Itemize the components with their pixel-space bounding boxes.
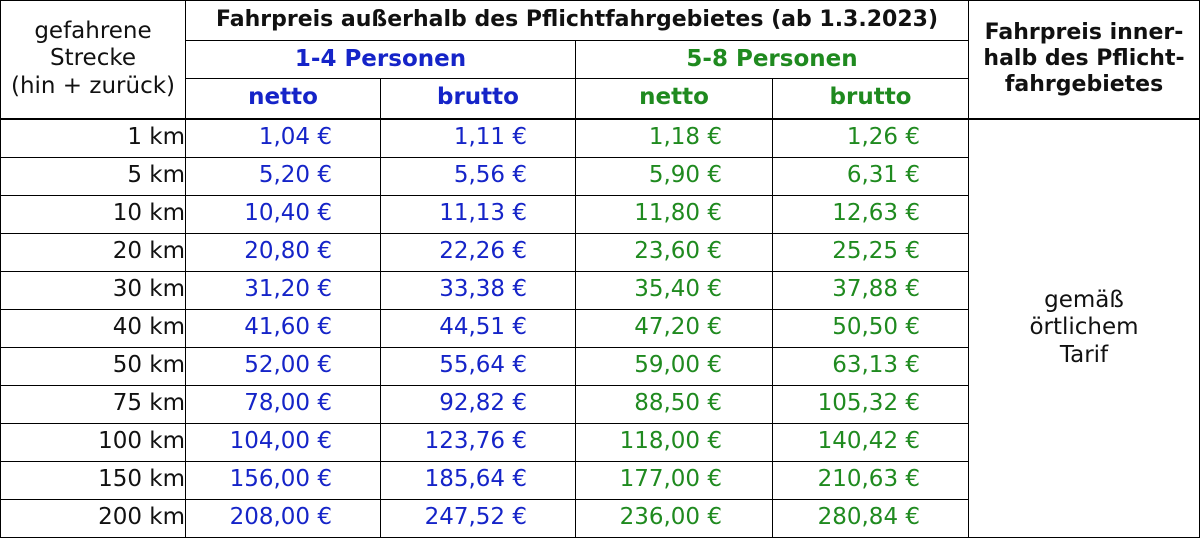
table-row: 100 km 104,00 €123,76 €118,00 €140,42 € bbox=[0, 422, 1200, 462]
netto-1-4-cell: 208,00 € bbox=[185, 498, 381, 538]
netto-1-4-cell: 1,04 € bbox=[185, 118, 381, 158]
inside-zone-tariff: gemäß örtlichem Tarif bbox=[968, 118, 1200, 538]
netto-5-8-cell: 5,90 € bbox=[575, 156, 773, 196]
distance-cell: 5 km bbox=[0, 156, 186, 196]
group-1-4-header: 1-4 Personen bbox=[185, 40, 576, 79]
brutto-5-8-cell: 63,13 € bbox=[771, 346, 970, 386]
netto-1-4-cell: 5,20 € bbox=[185, 156, 381, 196]
brutto-5-8-cell: 210,63 € bbox=[771, 460, 970, 500]
distance-cell: 20 km bbox=[0, 232, 186, 272]
netto-1-4-cell: 104,00 € bbox=[185, 422, 381, 462]
brutto-5-8-cell: 25,25 € bbox=[771, 232, 970, 272]
brutto-5-8-cell: 12,63 € bbox=[771, 194, 970, 234]
netto-1-4-cell: 156,00 € bbox=[185, 460, 381, 500]
brutto-5-8-cell: 6,31 € bbox=[771, 156, 970, 196]
netto-1-4-cell: 31,20 € bbox=[185, 270, 381, 310]
netto-1-4-cell: 10,40 € bbox=[185, 194, 381, 234]
netto-5-8-cell: 1,18 € bbox=[575, 118, 773, 158]
distance-header: gefahrene Strecke (hin + zurück) bbox=[0, 0, 186, 119]
netto-5-8-cell: 23,60 € bbox=[575, 232, 773, 272]
brutto-5-8-cell: 280,84 € bbox=[771, 498, 970, 538]
brutto-5-8-cell: 37,88 € bbox=[771, 270, 970, 310]
netto-header-1: netto bbox=[185, 78, 381, 119]
distance-cell: 40 km bbox=[0, 308, 186, 348]
brutto-1-4-cell: 44,51 € bbox=[380, 308, 576, 348]
brutto-1-4-cell: 123,76 € bbox=[380, 422, 576, 462]
brutto-1-4-cell: 55,64 € bbox=[380, 346, 576, 386]
table-row: 150 km 156,00 €185,64 €177,00 €210,63 € bbox=[0, 460, 1200, 500]
distance-cell: 10 km bbox=[0, 194, 186, 234]
brutto-1-4-cell: 11,13 € bbox=[380, 194, 576, 234]
netto-1-4-cell: 41,60 € bbox=[185, 308, 381, 348]
brutto-1-4-cell: 5,56 € bbox=[380, 156, 576, 196]
netto-5-8-cell: 236,00 € bbox=[575, 498, 773, 538]
brutto-header-1: brutto bbox=[380, 78, 576, 119]
inside-zone-header: Fahrpreis inner- halb des Pflicht- fahrg… bbox=[968, 0, 1200, 119]
netto-5-8-cell: 47,20 € bbox=[575, 308, 773, 348]
distance-cell: 100 km bbox=[0, 422, 186, 462]
group-5-8-header: 5-8 Personen bbox=[574, 40, 970, 79]
brutto-1-4-cell: 247,52 € bbox=[380, 498, 576, 538]
brutto-5-8-cell: 105,32 € bbox=[771, 384, 970, 424]
brutto-5-8-cell: 50,50 € bbox=[771, 308, 970, 348]
netto-5-8-cell: 118,00 € bbox=[575, 422, 773, 462]
table-row: 30 km 31,20 €33,38 €35,40 €37,88 € bbox=[0, 270, 1200, 310]
distance-cell: 1 km bbox=[0, 118, 186, 158]
netto-1-4-cell: 52,00 € bbox=[185, 346, 381, 386]
brutto-1-4-cell: 33,38 € bbox=[380, 270, 576, 310]
table-row: 20 km 20,80 €22,26 €23,60 €25,25 € bbox=[0, 232, 1200, 272]
brutto-1-4-cell: 1,11 € bbox=[380, 118, 576, 158]
netto-5-8-cell: 177,00 € bbox=[575, 460, 773, 500]
netto-5-8-cell: 88,50 € bbox=[575, 384, 773, 424]
brutto-5-8-cell: 1,26 € bbox=[771, 118, 970, 158]
brutto-header-2: brutto bbox=[771, 78, 970, 119]
netto-1-4-cell: 20,80 € bbox=[185, 232, 381, 272]
netto-5-8-cell: 11,80 € bbox=[575, 194, 773, 234]
distance-cell: 30 km bbox=[0, 270, 186, 310]
brutto-5-8-cell: 140,42 € bbox=[771, 422, 970, 462]
table-row: 40 km 41,60 €44,51 €47,20 €50,50 € bbox=[0, 308, 1200, 348]
brutto-1-4-cell: 185,64 € bbox=[380, 460, 576, 500]
brutto-1-4-cell: 92,82 € bbox=[380, 384, 576, 424]
netto-1-4-cell: 78,00 € bbox=[185, 384, 381, 424]
distance-cell: 150 km bbox=[0, 460, 186, 500]
table-row: 1 km 1,04 €1,11 €1,18 €1,26 € gemäß örtlic… bbox=[0, 118, 1200, 538]
brutto-1-4-cell: 22,26 € bbox=[380, 232, 576, 272]
netto-5-8-cell: 35,40 € bbox=[575, 270, 773, 310]
distance-cell: 50 km bbox=[0, 346, 186, 386]
table-row: 75 km 78,00 €92,82 €88,50 €105,32 € bbox=[0, 384, 1200, 424]
netto-5-8-cell: 59,00 € bbox=[575, 346, 773, 386]
distance-cell: 200 km bbox=[0, 498, 186, 538]
netto-header-2: netto bbox=[575, 78, 773, 119]
distance-cell: 75 km bbox=[0, 384, 186, 424]
outside-zone-header: Fahrpreis außerhalb des Pflichtfahrgebie… bbox=[184, 0, 970, 41]
